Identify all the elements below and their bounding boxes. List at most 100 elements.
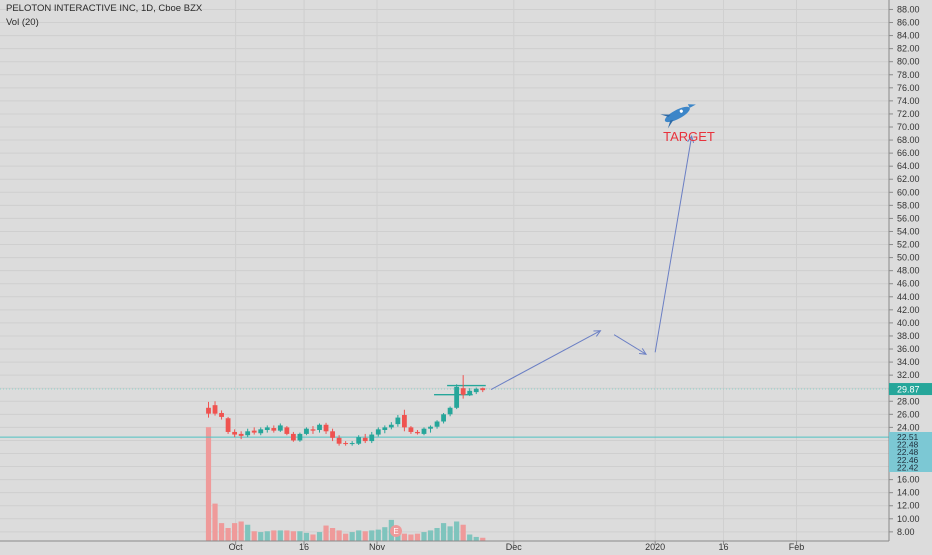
time-tick-label: 2020 xyxy=(645,542,665,550)
earnings-marker[interactable]: E xyxy=(390,525,402,537)
price-tick-label: 50.00 xyxy=(897,253,920,263)
price-tick-label: 70.00 xyxy=(897,122,920,132)
price-tick-label: 68.00 xyxy=(897,135,920,145)
target-annotation[interactable]: TARGET xyxy=(660,97,715,144)
volume-bar xyxy=(447,526,453,541)
candle[interactable] xyxy=(304,427,309,436)
candle[interactable] xyxy=(219,410,224,420)
candle-body xyxy=(382,427,388,430)
cluster-price-label: 22.48 xyxy=(897,447,919,457)
candle[interactable] xyxy=(317,423,322,433)
candle[interactable] xyxy=(480,387,486,393)
candle-body xyxy=(225,418,231,432)
symbol-title[interactable]: PELOTON INTERACTIVE INC, 1D, Cboe BZX xyxy=(6,3,203,14)
candle[interactable] xyxy=(447,406,453,417)
candle[interactable] xyxy=(238,431,244,440)
volume-bar xyxy=(349,532,355,541)
candle-body xyxy=(441,414,446,422)
candle-body xyxy=(460,388,466,395)
price-tick-label: 88.00 xyxy=(897,4,920,14)
candle[interactable] xyxy=(402,409,407,432)
candles[interactable] xyxy=(206,375,486,446)
price-tick-label: 72.00 xyxy=(897,109,920,119)
candle-body xyxy=(206,407,211,414)
time-axis[interactable]: Oct 16 Nov Dec 2020 16 Feb xyxy=(229,541,805,552)
price-tick-label: 38.00 xyxy=(897,331,920,341)
candle[interactable] xyxy=(369,431,375,444)
price-tick-label: 36.00 xyxy=(897,344,920,354)
price-tick-label: 44.00 xyxy=(897,292,920,302)
candle[interactable] xyxy=(258,427,264,436)
volume-bar xyxy=(427,530,434,541)
price-tick-label: 8.00 xyxy=(897,527,915,537)
candle[interactable] xyxy=(408,426,414,434)
volume-bar xyxy=(473,536,479,541)
candle[interactable] xyxy=(460,375,466,399)
candle[interactable] xyxy=(251,427,257,435)
candle[interactable] xyxy=(232,429,238,438)
candle[interactable] xyxy=(290,431,296,442)
projection-arrow[interactable] xyxy=(490,330,601,390)
volume-bar xyxy=(356,530,362,541)
volume-bar xyxy=(382,527,388,541)
cluster-price-label: 22.42 xyxy=(897,462,919,472)
projection-arrow[interactable] xyxy=(654,136,693,353)
candle-body xyxy=(349,443,355,445)
candle[interactable] xyxy=(362,433,368,444)
price-tick-label: 40.00 xyxy=(897,318,920,328)
candle[interactable] xyxy=(356,435,362,446)
volume-bar xyxy=(303,532,310,541)
time-tick-label: 16 xyxy=(299,542,309,550)
candle[interactable] xyxy=(343,441,349,446)
projection-arrow[interactable] xyxy=(613,334,647,355)
candle[interactable] xyxy=(323,422,329,434)
candle[interactable] xyxy=(310,426,316,434)
candle[interactable] xyxy=(421,427,427,436)
candle-body xyxy=(251,430,257,433)
candle-body xyxy=(480,388,486,391)
candle[interactable] xyxy=(388,422,394,430)
candle[interactable] xyxy=(375,427,381,437)
candle[interactable] xyxy=(271,425,277,433)
candle[interactable] xyxy=(225,416,231,434)
candle[interactable] xyxy=(467,388,473,397)
candle[interactable] xyxy=(454,384,460,410)
grid xyxy=(0,0,889,541)
target-label: TARGET xyxy=(663,129,715,144)
projection-arrows[interactable] xyxy=(490,135,695,390)
candle[interactable] xyxy=(277,423,283,432)
candle[interactable] xyxy=(297,432,303,442)
candle[interactable] xyxy=(206,401,211,418)
candle[interactable] xyxy=(264,425,270,433)
cluster-price-label: 22.48 xyxy=(897,440,919,450)
candle[interactable] xyxy=(395,414,401,427)
candle-body xyxy=(467,390,473,395)
candle[interactable] xyxy=(473,387,479,395)
candle[interactable] xyxy=(349,441,355,446)
candle[interactable] xyxy=(382,425,388,434)
candle-body xyxy=(323,424,329,432)
price-tick-label: 84.00 xyxy=(897,31,920,41)
candle[interactable] xyxy=(428,425,433,433)
candle[interactable] xyxy=(212,401,218,416)
candle-body xyxy=(428,426,433,429)
candle[interactable] xyxy=(434,420,440,429)
rocket-icon xyxy=(660,104,696,129)
volume-bar xyxy=(375,529,381,541)
volume-bar xyxy=(251,531,257,541)
price-tick-label: 28.00 xyxy=(897,396,920,406)
volume-indicator-label[interactable]: Vol (20) xyxy=(6,17,39,28)
price-tick-label: 62.00 xyxy=(897,174,920,184)
candle[interactable] xyxy=(415,429,420,435)
candle[interactable] xyxy=(441,413,446,424)
candle[interactable] xyxy=(336,435,342,446)
candle[interactable] xyxy=(245,428,251,438)
candle[interactable] xyxy=(330,428,335,442)
candle-body xyxy=(310,429,316,431)
candle-body xyxy=(343,443,349,445)
candle[interactable] xyxy=(284,426,290,436)
volume-bar xyxy=(316,532,323,541)
